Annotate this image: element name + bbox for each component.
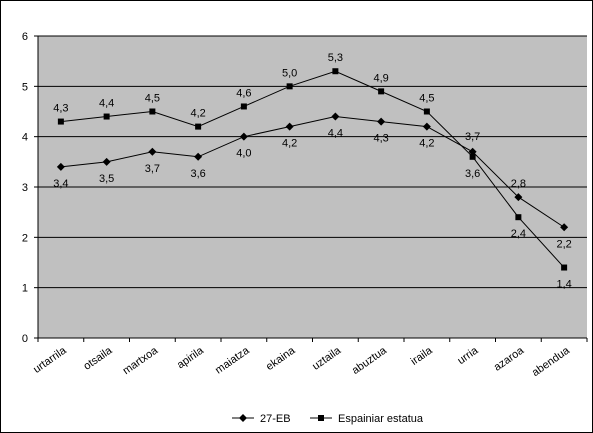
data-point <box>57 118 64 125</box>
legend-label: Espainiar estatua <box>338 413 424 425</box>
data-point <box>286 83 293 90</box>
data-point <box>561 264 568 271</box>
x-tick-label: uztaila <box>310 344 344 373</box>
data-label: 4,4 <box>328 128 343 140</box>
y-tick-label: 0 <box>22 333 28 345</box>
y-tick-label: 5 <box>22 81 28 93</box>
data-label: 4,0 <box>236 148 251 160</box>
x-tick-label: apirila <box>175 344 207 371</box>
data-label: 3,6 <box>465 168 480 180</box>
data-label: 2,4 <box>511 228 526 240</box>
series-line <box>60 70 565 268</box>
data-label: 4,5 <box>145 93 160 105</box>
data-point <box>423 108 430 115</box>
data-point <box>103 113 110 120</box>
x-tick-label: abuztua <box>350 344 390 377</box>
data-point <box>240 103 247 110</box>
y-tick-label: 6 <box>22 31 28 43</box>
data-label: 3,7 <box>465 131 480 143</box>
x-tick-label: ekaina <box>264 344 298 373</box>
legend-label: 27-EB <box>260 413 291 425</box>
data-label: 4,2 <box>282 138 297 150</box>
data-label: 2,2 <box>556 238 571 250</box>
data-label: 1,4 <box>556 279 571 291</box>
data-point <box>515 214 522 221</box>
data-label: 4,4 <box>99 98 114 110</box>
data-label: 4,5 <box>419 93 434 105</box>
data-label: 5,3 <box>328 52 343 64</box>
y-tick-label: 1 <box>22 283 28 295</box>
data-label: 4,3 <box>373 133 388 145</box>
y-tick-label: 2 <box>22 232 28 244</box>
data-label: 3,7 <box>145 163 160 175</box>
data-point <box>514 193 523 202</box>
x-tick-label: urria <box>455 344 481 367</box>
data-point <box>56 162 65 171</box>
x-tick-label: iraila <box>409 344 436 368</box>
data-point <box>194 152 203 161</box>
legend-marker <box>239 414 247 422</box>
series-line <box>60 116 565 228</box>
data-point <box>468 147 477 156</box>
x-tick-label: abendua <box>530 344 573 379</box>
legend-marker <box>318 415 324 421</box>
y-tick-label: 4 <box>22 132 28 144</box>
y-tick-label: 3 <box>22 182 28 194</box>
data-label: 5,0 <box>282 67 297 79</box>
data-point <box>378 88 385 95</box>
data-label: 4,2 <box>419 138 434 150</box>
data-label: 2,8 <box>511 178 526 190</box>
data-label: 3,6 <box>190 168 205 180</box>
data-label: 3,4 <box>53 178 68 190</box>
data-point <box>285 122 294 131</box>
data-label: 4,2 <box>190 108 205 120</box>
data-label: 4,3 <box>53 103 68 115</box>
x-tick-label: otsaila <box>81 344 115 373</box>
data-label: 4,6 <box>236 87 251 99</box>
data-point <box>560 223 569 232</box>
x-tick-label: azaroa <box>492 344 527 374</box>
data-point <box>469 153 476 160</box>
x-tick-label: martxoa <box>121 344 161 377</box>
data-point <box>422 122 431 131</box>
x-tick-label: urtarrila <box>31 344 69 376</box>
data-label: 3,5 <box>99 173 114 185</box>
data-point <box>332 68 339 75</box>
data-point <box>377 117 386 126</box>
data-point <box>239 132 248 141</box>
x-tick-label: maiatza <box>213 344 252 376</box>
data-label: 4,9 <box>373 72 388 84</box>
data-point <box>195 123 202 130</box>
data-point <box>148 147 157 156</box>
data-point <box>331 112 340 121</box>
data-point <box>149 108 156 115</box>
data-point <box>102 157 111 166</box>
